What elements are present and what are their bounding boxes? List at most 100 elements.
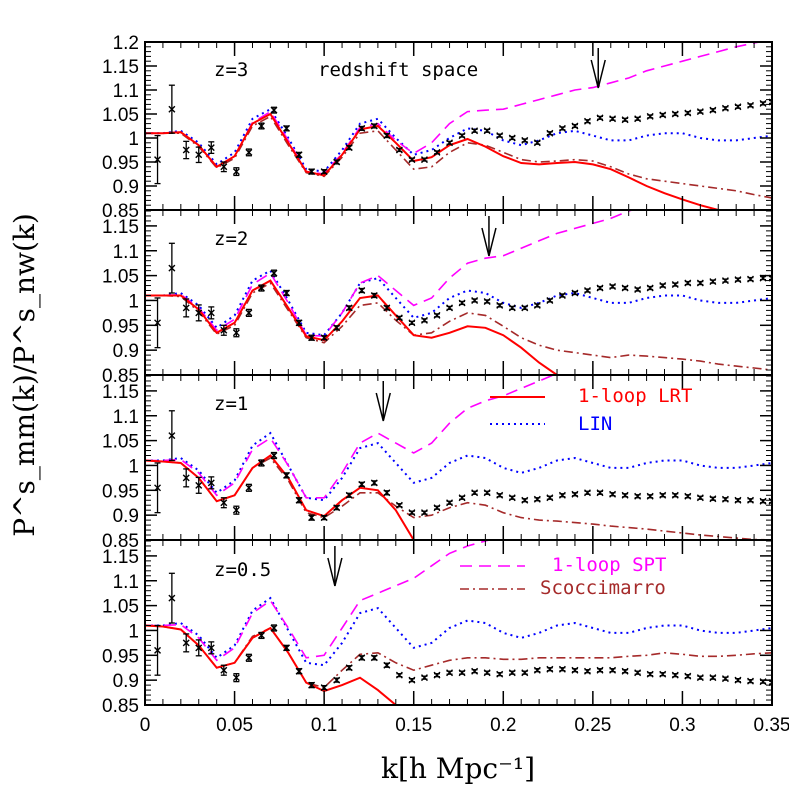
data-point: [671, 110, 679, 118]
data-point: [446, 304, 454, 312]
data-point: [521, 136, 529, 144]
data-point: [671, 491, 679, 499]
x-tick-label: 0: [140, 715, 151, 736]
data-point: [646, 670, 654, 678]
data-point: [721, 277, 729, 285]
data-point: [558, 491, 566, 499]
data-point: [659, 282, 667, 290]
data-point: [768, 497, 772, 505]
x-tick-label: 0.3: [669, 715, 695, 736]
data-point: [320, 684, 328, 692]
legend-label-spt: 1-loop SPT: [552, 554, 666, 576]
data-point: [433, 148, 441, 156]
data-point: [621, 491, 629, 499]
data-point: [232, 168, 240, 176]
y-tick-label: 1: [128, 621, 139, 642]
data-point: [571, 490, 579, 498]
x-tick-label: 0.25: [574, 715, 611, 736]
data-point: [154, 646, 162, 654]
data-point: [759, 99, 767, 107]
data-point: [483, 669, 491, 677]
data-point: [659, 111, 667, 119]
panel-label-z2: z=2: [214, 228, 248, 250]
data-point: [345, 304, 353, 312]
y-tick-label: 0.95: [102, 153, 139, 174]
data-point: [358, 654, 366, 662]
x-axis-title: k[h Mpc⁻¹]: [381, 752, 535, 785]
data-point: [483, 127, 491, 135]
data-point: [533, 139, 541, 147]
data-point: [295, 151, 303, 159]
series-line-lrt-panel-1: [145, 279, 558, 375]
data-point: [383, 304, 391, 312]
x-tick-label: 0.2: [490, 715, 516, 736]
y-tick-label: 1.05: [102, 597, 139, 618]
y-tick-label: 0.85: [102, 366, 139, 387]
y-tick-label: 1.1: [113, 242, 139, 263]
data-point: [671, 281, 679, 289]
data-point: [370, 122, 378, 130]
data-point: [220, 499, 228, 507]
y-tick-label: 0.85: [102, 531, 139, 552]
data-point: [521, 669, 529, 677]
data-point: [207, 144, 215, 152]
data-point: [684, 109, 692, 117]
data-point: [596, 489, 604, 497]
series-line-scoccimarro-panel-1: [145, 282, 772, 371]
y-tick-label: 1.2: [113, 33, 139, 54]
data-point: [308, 514, 316, 522]
data-point: [471, 667, 479, 675]
data-point: [395, 671, 403, 679]
data-point: [696, 108, 704, 116]
panel-2: 0.85 0.9 0.95 1 1.05 1.1 1.15: [102, 374, 773, 552]
data-point: [458, 299, 466, 307]
data-point: [408, 509, 416, 517]
data-point: [634, 492, 642, 500]
data-point: [433, 311, 441, 319]
data-point: [747, 677, 754, 685]
bao-arrow-head: [327, 557, 343, 587]
y-tick-label: 0.95: [102, 316, 139, 337]
data-point: [383, 661, 391, 669]
legend-label-lrt: 1-loop LRT: [578, 385, 692, 407]
y-tick-label: 1: [128, 291, 139, 312]
data-point: [358, 287, 366, 295]
data-point: [721, 495, 729, 503]
data-point: [195, 481, 203, 489]
data-point: [168, 105, 176, 113]
data-point: [671, 671, 679, 679]
data-point: [195, 644, 203, 652]
data-point: [295, 496, 303, 504]
data-point: [609, 666, 617, 674]
data-point: [220, 326, 228, 334]
panels-group: 0.85 0.9 0.95 1 1.05 1.1 1.15 1.2 0.85 0.9 0.95 1 1.…: [102, 33, 789, 736]
series-line-scoccimarro-panel-2: [145, 456, 772, 540]
series-line-lin-panel-0: [145, 107, 772, 173]
x-tick-label: 0.1: [311, 715, 337, 736]
data-point: [283, 644, 291, 652]
panel-label-z05: z=0.5: [214, 559, 271, 581]
data-point: [408, 319, 416, 327]
data-point: [232, 329, 240, 337]
panel-2-plot-area: [145, 375, 772, 540]
data-point: [709, 495, 717, 503]
data-point: [571, 122, 579, 130]
data-point: [571, 289, 579, 297]
data-point: [308, 681, 316, 689]
data-point: [696, 674, 704, 682]
data-point: [609, 283, 617, 291]
data-point: [345, 144, 353, 152]
data-point: [168, 594, 176, 602]
data-point: [709, 106, 717, 114]
data-point: [395, 501, 403, 509]
data-point: [734, 676, 742, 684]
data-point: [684, 279, 692, 287]
data-point: [195, 309, 203, 317]
data-point: [182, 146, 190, 154]
data-point: [458, 132, 466, 140]
data-point: [583, 287, 591, 295]
data-point: [621, 667, 629, 675]
data-point: [320, 514, 328, 522]
x-tick-label: 0.15: [395, 715, 432, 736]
data-point: [659, 670, 667, 678]
